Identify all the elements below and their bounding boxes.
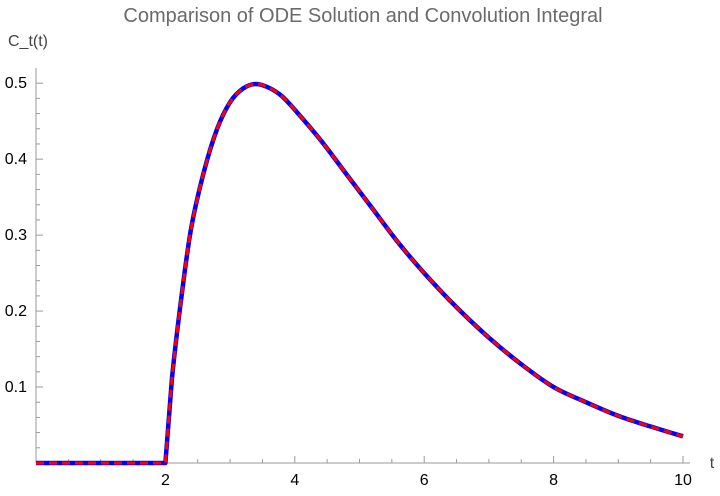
series-line-1 [36, 81, 684, 466]
y-axis-label: C_t(t) [8, 33, 48, 50]
x-tick-label: 2 [161, 472, 170, 489]
y-tick-label: 0.4 [5, 151, 27, 168]
y-tick-label: 0.2 [5, 303, 27, 320]
series-line-2 [36, 82, 684, 465]
series-group [36, 81, 684, 466]
x-tick-label: 8 [549, 472, 558, 489]
y-tick-label: 0.3 [5, 227, 27, 244]
x-tick-label: 6 [420, 472, 429, 489]
y-tick-label: 0.5 [5, 75, 27, 92]
ticks-group: 2 4 6 8 10 0.1 0.2 0.3 0.4 0.5 [5, 75, 692, 489]
x-axis-label: t [710, 455, 715, 472]
y-tick-label: 0.1 [5, 379, 27, 396]
x-tick-label: 10 [674, 472, 692, 489]
chart-title: Comparison of ODE Solution and Convoluti… [123, 5, 602, 27]
x-tick-label: 4 [290, 472, 299, 489]
